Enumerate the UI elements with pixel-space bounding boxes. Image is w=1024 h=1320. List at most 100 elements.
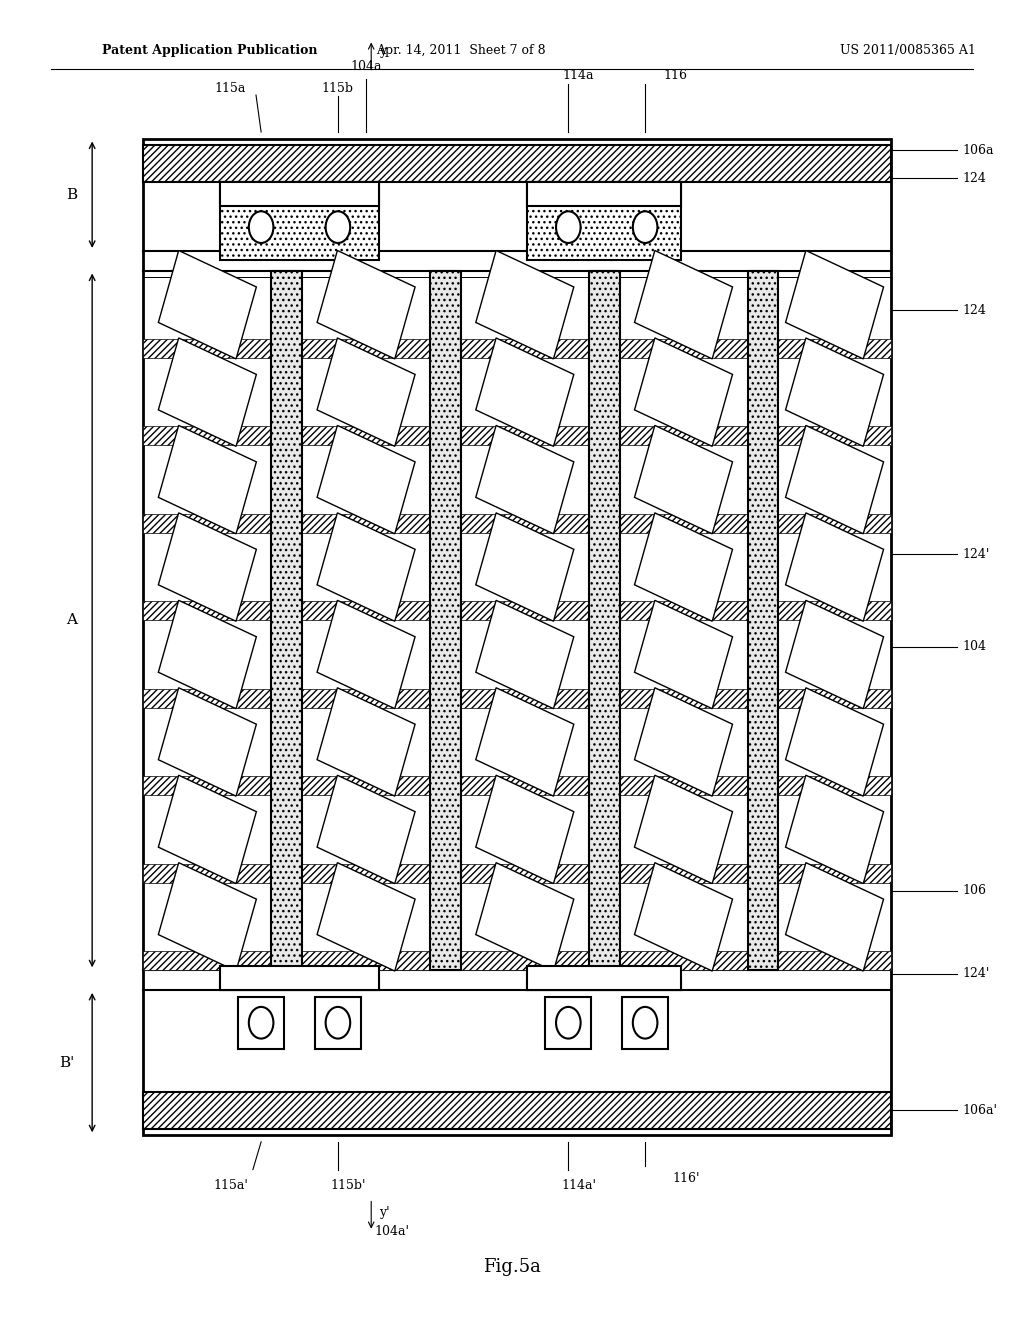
- Polygon shape: [635, 863, 732, 972]
- Polygon shape: [785, 688, 884, 796]
- Polygon shape: [476, 513, 573, 622]
- Polygon shape: [159, 513, 256, 622]
- Polygon shape: [785, 251, 884, 359]
- Bar: [527, 966, 681, 990]
- Polygon shape: [317, 775, 415, 883]
- Text: 114a': 114a': [561, 1179, 596, 1192]
- Circle shape: [326, 211, 350, 243]
- Polygon shape: [159, 863, 256, 972]
- Bar: [143, 426, 891, 445]
- Text: B': B': [59, 1056, 74, 1069]
- Circle shape: [633, 1007, 657, 1039]
- Polygon shape: [476, 863, 573, 972]
- Bar: [315, 210, 360, 244]
- Bar: [527, 182, 681, 206]
- Bar: [623, 997, 669, 1049]
- Bar: [623, 210, 669, 244]
- Polygon shape: [785, 601, 884, 709]
- Text: US 2011/0085365 A1: US 2011/0085365 A1: [840, 44, 976, 57]
- Polygon shape: [785, 863, 884, 972]
- Bar: [143, 145, 891, 182]
- Bar: [430, 271, 461, 970]
- Bar: [143, 776, 891, 795]
- Polygon shape: [159, 251, 256, 359]
- Polygon shape: [635, 601, 732, 709]
- Polygon shape: [785, 338, 884, 446]
- Bar: [238, 997, 285, 1049]
- Text: 115a': 115a': [213, 1179, 248, 1192]
- Bar: [271, 271, 302, 970]
- Text: 124': 124': [963, 548, 990, 561]
- Polygon shape: [785, 513, 884, 622]
- Bar: [748, 271, 778, 970]
- Polygon shape: [785, 425, 884, 533]
- Circle shape: [556, 1007, 581, 1039]
- Text: y: y: [380, 45, 386, 58]
- Bar: [143, 513, 891, 533]
- Polygon shape: [785, 775, 884, 883]
- Bar: [143, 689, 891, 708]
- Polygon shape: [476, 775, 573, 883]
- Text: 124: 124: [963, 304, 986, 317]
- Bar: [143, 950, 891, 970]
- Bar: [546, 997, 592, 1049]
- Text: Patent Application Publication: Patent Application Publication: [102, 44, 317, 57]
- Bar: [143, 139, 891, 1135]
- Text: 124: 124: [963, 172, 986, 185]
- Bar: [143, 863, 891, 883]
- Polygon shape: [476, 688, 573, 796]
- Text: 114a: 114a: [563, 69, 594, 82]
- Polygon shape: [317, 513, 415, 622]
- Polygon shape: [317, 601, 415, 709]
- Polygon shape: [476, 601, 573, 709]
- Text: 104: 104: [963, 640, 986, 653]
- Bar: [220, 981, 379, 990]
- Polygon shape: [476, 425, 573, 533]
- Polygon shape: [635, 251, 732, 359]
- Polygon shape: [476, 338, 573, 446]
- Bar: [143, 601, 891, 620]
- Bar: [220, 966, 379, 990]
- Polygon shape: [159, 425, 256, 533]
- Bar: [220, 182, 379, 206]
- Polygon shape: [317, 863, 415, 972]
- Text: B: B: [67, 187, 77, 202]
- Text: 124': 124': [963, 968, 990, 979]
- Text: 115b: 115b: [322, 82, 354, 95]
- Text: 106: 106: [963, 884, 986, 898]
- Polygon shape: [159, 601, 256, 709]
- Bar: [546, 210, 592, 244]
- Text: y': y': [380, 1205, 390, 1218]
- Polygon shape: [317, 251, 415, 359]
- Text: 115a: 115a: [215, 82, 246, 95]
- Polygon shape: [159, 775, 256, 883]
- Polygon shape: [635, 775, 732, 883]
- Text: A: A: [67, 614, 77, 627]
- Circle shape: [633, 211, 657, 243]
- Polygon shape: [317, 425, 415, 533]
- Text: Apr. 14, 2011  Sheet 7 of 8: Apr. 14, 2011 Sheet 7 of 8: [376, 44, 546, 57]
- Bar: [143, 339, 891, 358]
- Circle shape: [326, 1007, 350, 1039]
- Text: 115b': 115b': [331, 1179, 366, 1192]
- Polygon shape: [317, 338, 415, 446]
- Bar: [315, 997, 360, 1049]
- Circle shape: [249, 1007, 273, 1039]
- Text: 104a: 104a: [350, 59, 382, 73]
- Polygon shape: [317, 688, 415, 796]
- Polygon shape: [476, 251, 573, 359]
- Polygon shape: [159, 338, 256, 446]
- Polygon shape: [635, 338, 732, 446]
- Circle shape: [556, 211, 581, 243]
- Bar: [527, 981, 681, 990]
- Polygon shape: [635, 513, 732, 622]
- Text: 104a': 104a': [374, 1225, 410, 1238]
- Polygon shape: [635, 688, 732, 796]
- Text: Fig.5a: Fig.5a: [483, 1258, 541, 1276]
- Circle shape: [249, 211, 273, 243]
- Bar: [238, 210, 285, 244]
- Bar: [220, 182, 379, 260]
- Text: 106a': 106a': [963, 1104, 997, 1117]
- Polygon shape: [635, 425, 732, 533]
- Bar: [143, 1092, 891, 1129]
